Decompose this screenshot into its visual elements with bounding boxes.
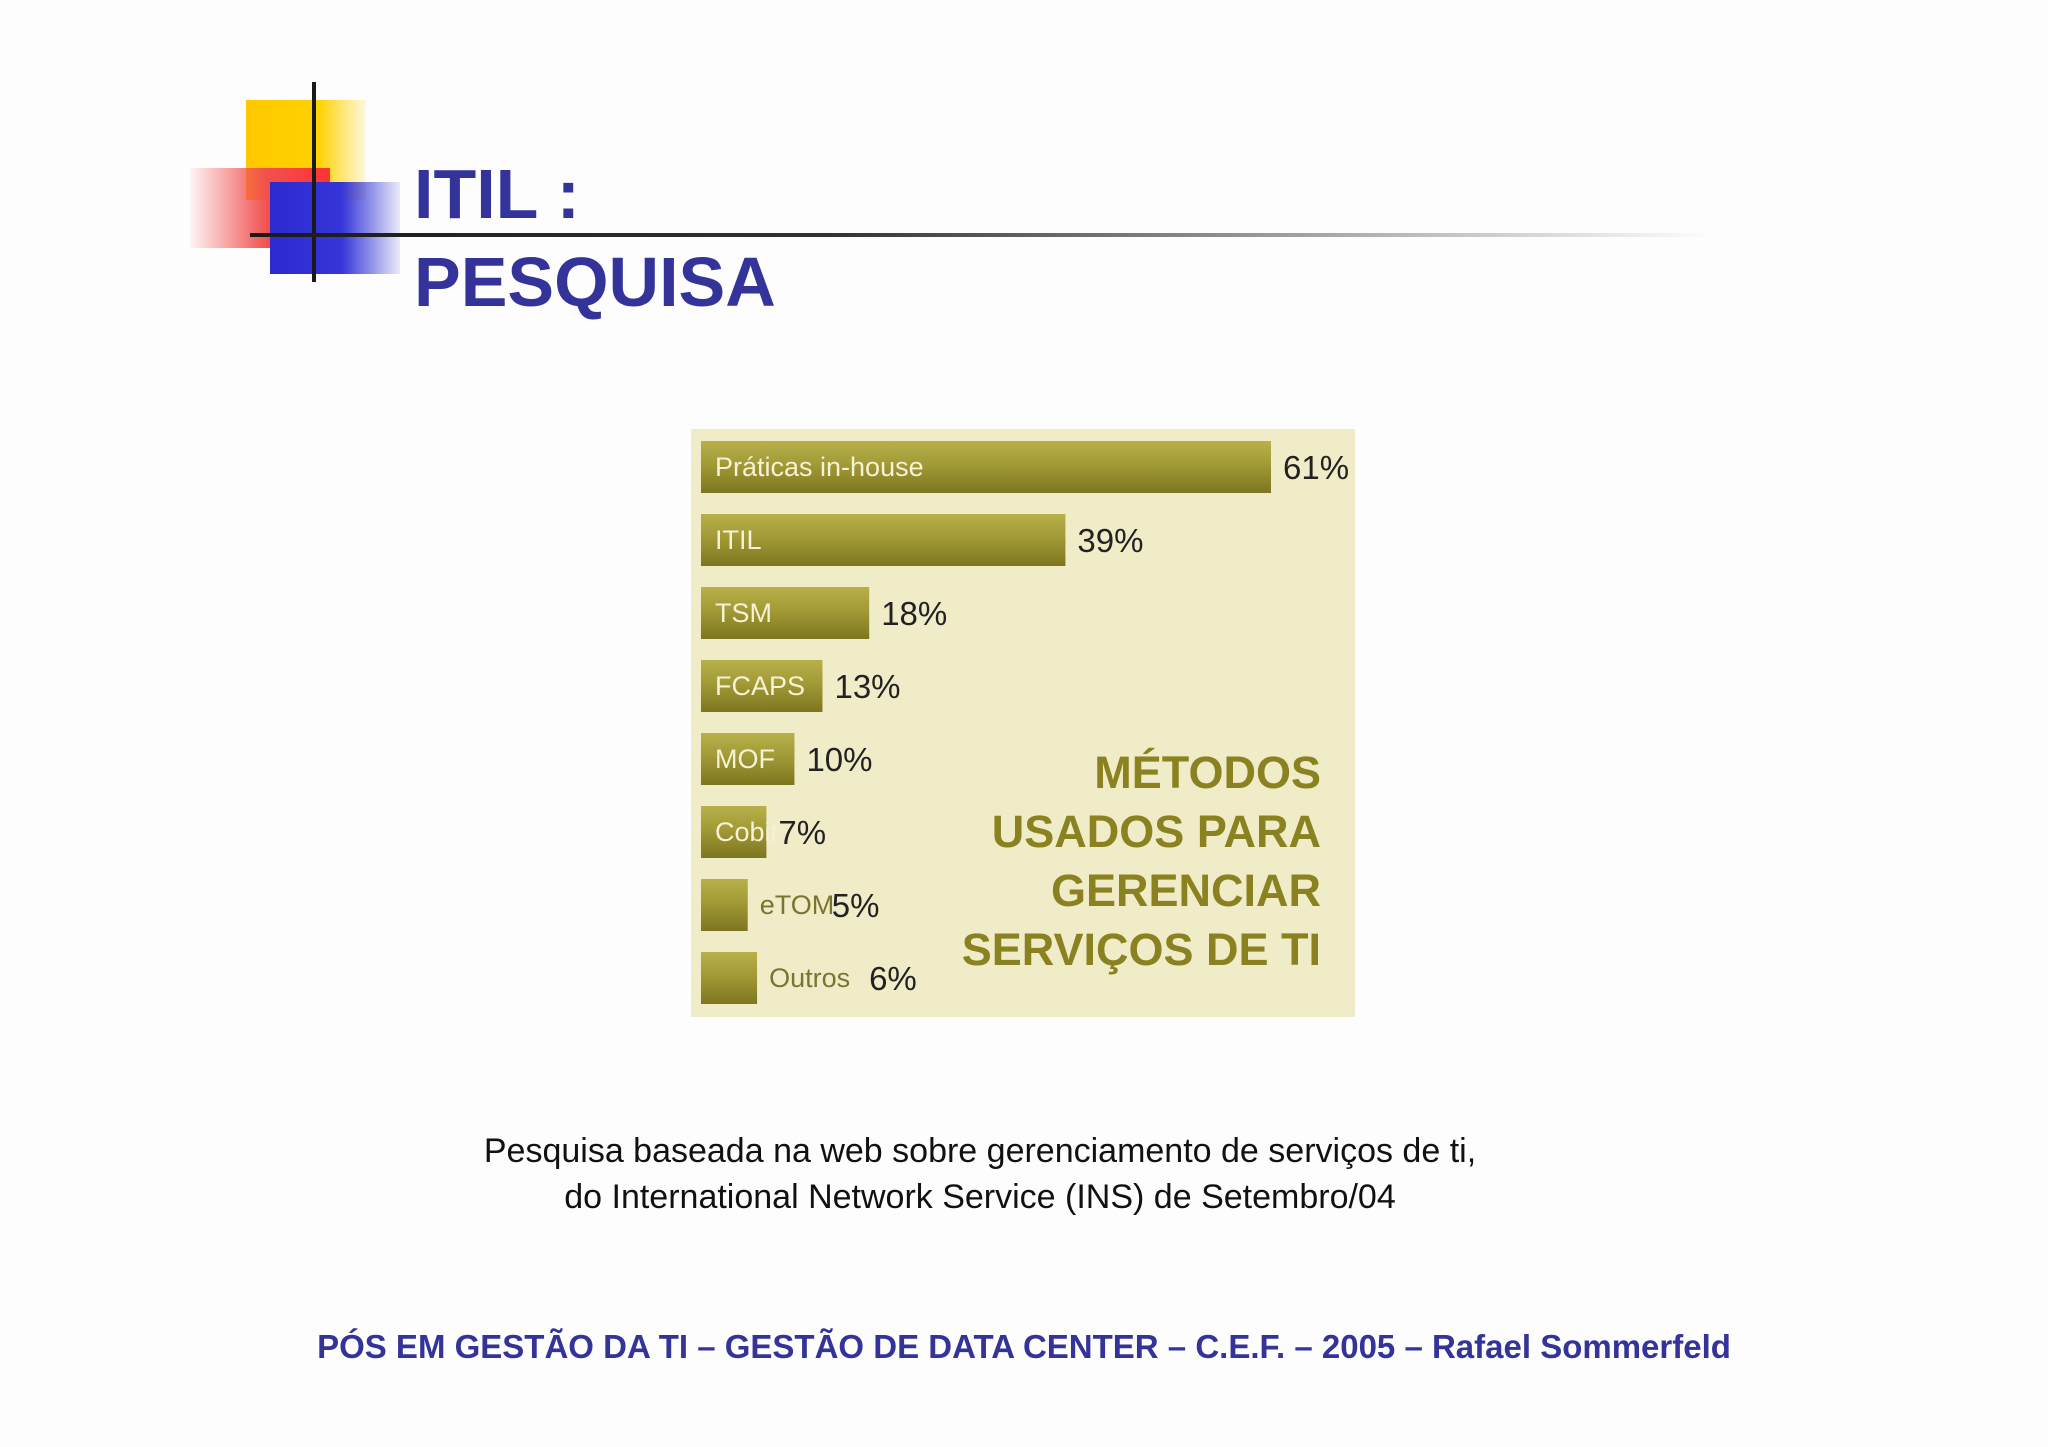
- chart-title-line-3: GERENCIAR: [1051, 865, 1321, 916]
- vertical-rule: [312, 82, 316, 282]
- bar-category-label: FCAPS: [715, 671, 805, 701]
- bar-category-label: Cobit: [715, 817, 779, 847]
- bar-category-label: MOF: [715, 744, 775, 774]
- bar-value-label: 5%: [832, 887, 880, 924]
- bar-value-label: 18%: [881, 595, 947, 632]
- bar: [701, 733, 795, 785]
- bar: [701, 441, 1271, 493]
- slide-footer: PÓS EM GESTÃO DA TI – GESTÃO DE DATA CEN…: [317, 1328, 1731, 1365]
- decorative-logo: [0, 0, 2048, 300]
- bar-category-label: Práticas in-house: [715, 452, 924, 482]
- bar-value-label: 10%: [806, 741, 872, 778]
- bar-row-4: FCAPS 13%: [701, 660, 901, 712]
- chart-title-line-2: USADOS PARA: [992, 806, 1321, 857]
- slide-title-line-2: PESQUISA: [414, 243, 776, 321]
- slide-title-line-1: ITIL :: [414, 155, 580, 233]
- bar-category-label: Outros: [769, 963, 850, 993]
- bar-value-label: 13%: [834, 668, 900, 705]
- bar: [701, 587, 870, 639]
- bar-row-2: ITIL 39%: [701, 514, 1143, 566]
- bar-chart: Práticas in-house 61% ITIL 39% TSM 18% FCAPS 13…: [701, 441, 1349, 1004]
- bar: [701, 806, 767, 858]
- bar-row-3: TSM 18%: [701, 587, 947, 639]
- bar-value-label: 6%: [869, 960, 917, 997]
- blue-square-decoration: [270, 182, 400, 274]
- title-underline-rule: [250, 233, 1710, 237]
- bar: [701, 952, 758, 1004]
- bar: [701, 514, 1066, 566]
- source-caption: Pesquisa baseada na web sobre gerenciame…: [300, 1128, 1660, 1220]
- bar: [701, 879, 748, 931]
- bar-row-5: MOF 10%: [701, 733, 873, 785]
- bar-row-6: Cobit 7%: [701, 806, 826, 858]
- bar-value-label: 61%: [1283, 449, 1349, 486]
- bar-row-8: Outros 6%: [701, 952, 917, 1004]
- caption-line-1: Pesquisa baseada na web sobre gerenciame…: [483, 1132, 1477, 1170]
- bar-value-label: 7%: [778, 814, 826, 851]
- bar-row-1: Práticas in-house 61%: [701, 441, 1349, 493]
- chart-title-line-4: SERVIÇOS DE TI: [962, 924, 1321, 975]
- bar-category-label: ITIL: [715, 525, 762, 555]
- bar: [701, 660, 823, 712]
- slide-title: ITIL : PESQUISA: [414, 150, 776, 326]
- bar-value-label: 39%: [1077, 522, 1143, 559]
- bar-category-label: TSM: [715, 598, 772, 628]
- chart-title-line-1: MÉTODOS: [1094, 747, 1321, 798]
- bar-category-label: eTOM: [760, 890, 835, 920]
- caption-line-2: do International Network Service (INS) d…: [564, 1178, 1396, 1216]
- chart-panel: Práticas in-house 61% ITIL 39% TSM 18% FCAPS 13…: [691, 429, 1355, 1017]
